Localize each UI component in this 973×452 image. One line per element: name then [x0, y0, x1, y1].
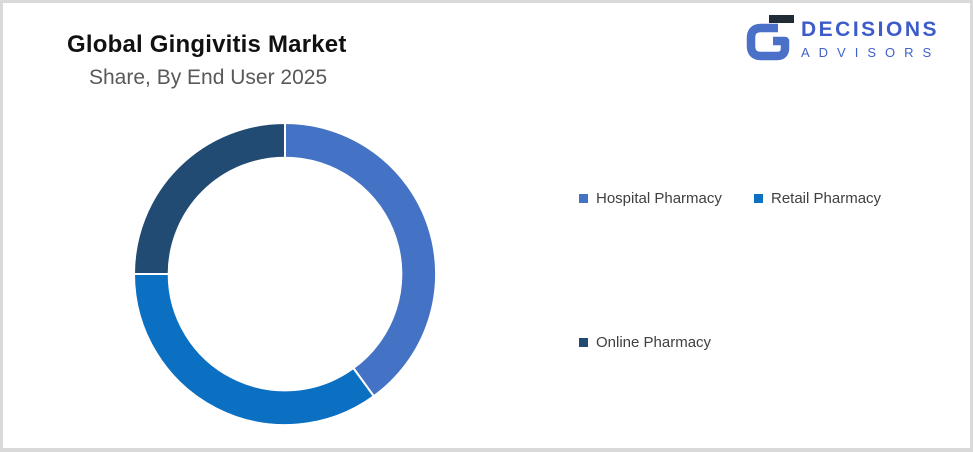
- legend-label: Online Pharmacy: [596, 334, 712, 351]
- chart-subtitle: Share, By End User 2025: [89, 66, 328, 89]
- legend-item-hospital-pharmacy: Hospital Pharmacy: [579, 190, 722, 207]
- donut-slice-2: [132, 121, 286, 275]
- donut-slice-0: [284, 121, 438, 398]
- logo-brand-name: DECISIONS: [801, 18, 940, 41]
- chart-title: Global Gingivitis Market: [67, 31, 347, 58]
- legend-item-online-pharmacy: Online Pharmacy: [579, 334, 711, 351]
- brand-logo: DECISIONS ADVISORS: [742, 15, 940, 65]
- donut-chart-area: [115, 104, 455, 444]
- legend-item-retail-pharmacy: Retail Pharmacy: [754, 190, 881, 207]
- decisions-g-logo-icon: [746, 15, 794, 61]
- legend-marker-square-icon: [754, 194, 763, 203]
- legend-marker-square-icon: [579, 338, 588, 347]
- logo-g-stroke: [746, 23, 790, 61]
- legend-marker-square-icon: [579, 194, 588, 203]
- title-block: Global Gingivitis Market: [67, 31, 347, 59]
- donut-slice-1: [132, 273, 376, 427]
- logo-top-bar: [769, 15, 794, 23]
- legend-label: Retail Pharmacy: [771, 190, 882, 207]
- legend-label: Hospital Pharmacy: [596, 190, 722, 207]
- logo-text: DECISIONS ADVISORS: [801, 15, 940, 61]
- donut-chart: [132, 121, 438, 427]
- logo-sub-brand: ADVISORS: [801, 45, 941, 60]
